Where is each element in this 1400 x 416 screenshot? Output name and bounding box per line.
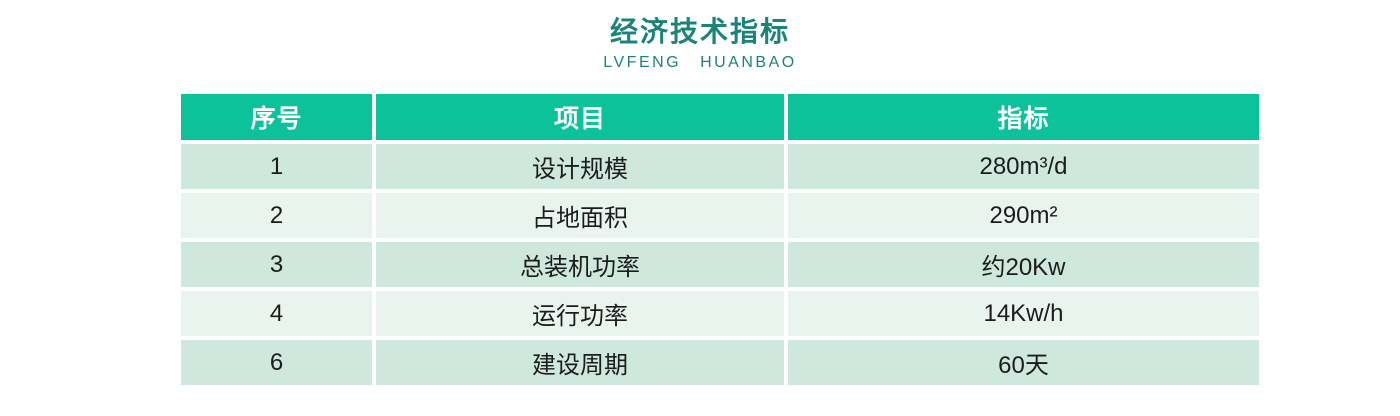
cell-value: 280m³/d xyxy=(788,144,1259,189)
cell-value: 290m² xyxy=(788,193,1259,238)
cell-item: 建设周期 xyxy=(376,340,784,385)
page-subtitle: LVFENG HUANBAO xyxy=(603,54,797,71)
cell-value: 60天 xyxy=(788,340,1259,385)
cell-item: 运行功率 xyxy=(376,291,784,336)
cell-no: 3 xyxy=(181,242,372,287)
cell-no: 6 xyxy=(181,340,372,385)
indicators-table: 序号 项目 指标 1 设计规模 280m³/d 2 占地面积 290m² 3 总… xyxy=(181,94,1259,385)
cell-no: 4 xyxy=(181,291,372,336)
table-row: 6 建设周期 60天 xyxy=(181,340,1259,385)
table-row: 2 占地面积 290m² xyxy=(181,193,1259,238)
table-row: 4 运行功率 14Kw/h xyxy=(181,291,1259,336)
column-header-indicator: 指标 xyxy=(788,94,1259,140)
cell-value: 14Kw/h xyxy=(788,291,1259,336)
cell-value: 约20Kw xyxy=(788,242,1259,287)
cell-no: 1 xyxy=(181,144,372,189)
cell-item: 占地面积 xyxy=(376,193,784,238)
table-row: 3 总装机功率 约20Kw xyxy=(181,242,1259,287)
page-title: 经济技术指标 xyxy=(609,16,790,47)
cell-no: 2 xyxy=(181,193,372,238)
cell-item: 总装机功率 xyxy=(376,242,784,287)
column-header-item: 项目 xyxy=(376,94,784,140)
table-header-row: 序号 项目 指标 xyxy=(181,94,1259,140)
cell-item: 设计规模 xyxy=(376,144,784,189)
table-body: 1 设计规模 280m³/d 2 占地面积 290m² 3 总装机功率 约20K… xyxy=(181,144,1259,385)
table-row: 1 设计规模 280m³/d xyxy=(181,144,1259,189)
column-header-no: 序号 xyxy=(181,94,372,140)
